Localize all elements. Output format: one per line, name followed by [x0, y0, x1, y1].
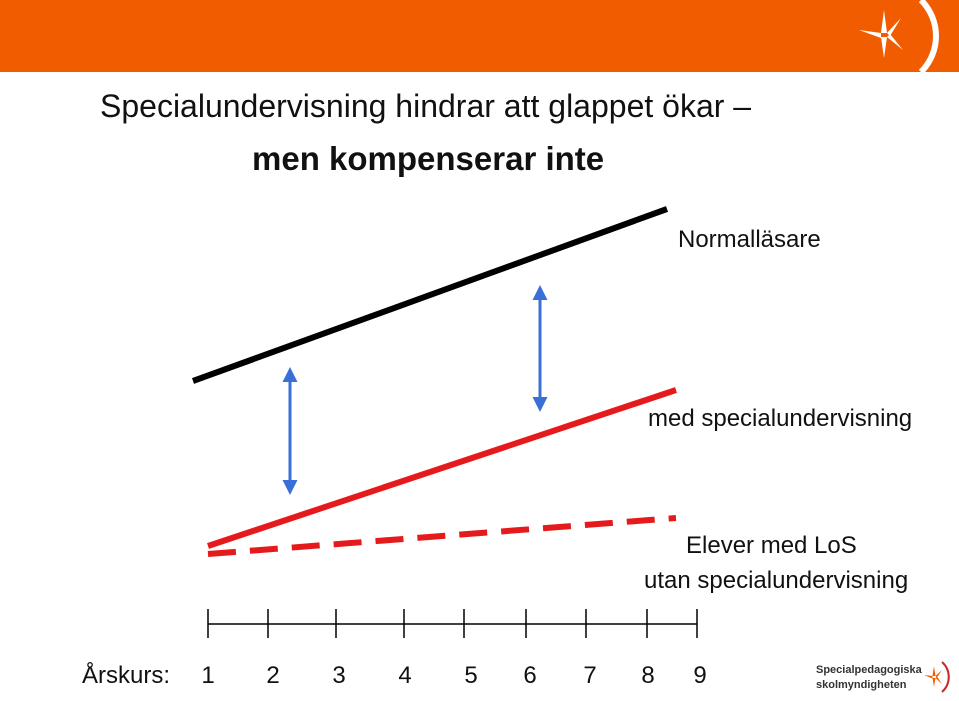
axis-tick-marks — [207, 609, 698, 638]
slide-title-line1: Specialundervisning hindrar att glappet … — [100, 88, 752, 124]
tick-label-5: 5 — [464, 662, 478, 689]
special-education-line — [207, 387, 677, 549]
star-logo-icon — [924, 661, 950, 693]
logo-text-line1: Specialpedagogiska — [816, 664, 922, 676]
no-special-education-dashed-line — [207, 515, 677, 557]
star-logo-icon — [859, 0, 939, 72]
header-bar — [0, 0, 959, 72]
tick-label-4: 4 — [398, 662, 412, 689]
grade-axis — [207, 609, 698, 638]
logo-text-line2: skolmyndigheten — [816, 679, 907, 691]
tick-label-7: 7 — [583, 662, 597, 689]
tick-label-1: 1 — [201, 662, 215, 689]
tick-label-9: 9 — [693, 662, 707, 689]
slide-title-line2: men kompenserar inte — [252, 140, 605, 177]
tick-label-2: 2 — [266, 662, 280, 689]
los-label-line2: utan specialundervisning — [644, 567, 909, 594]
normal-readers-label: Normalläsare — [678, 226, 821, 253]
tick-label-8: 8 — [641, 662, 655, 689]
normal-readers-line — [191, 206, 669, 384]
with-special-education-label: med specialundervisning — [648, 405, 913, 432]
los-label-line1: Elever med LoS — [686, 532, 857, 559]
agency-logo: Specialpedagogiska skolmyndigheten — [816, 658, 950, 698]
tick-label-6: 6 — [523, 662, 537, 689]
tick-label-3: 3 — [332, 662, 346, 689]
axis-title: Årskurs: — [82, 662, 171, 689]
